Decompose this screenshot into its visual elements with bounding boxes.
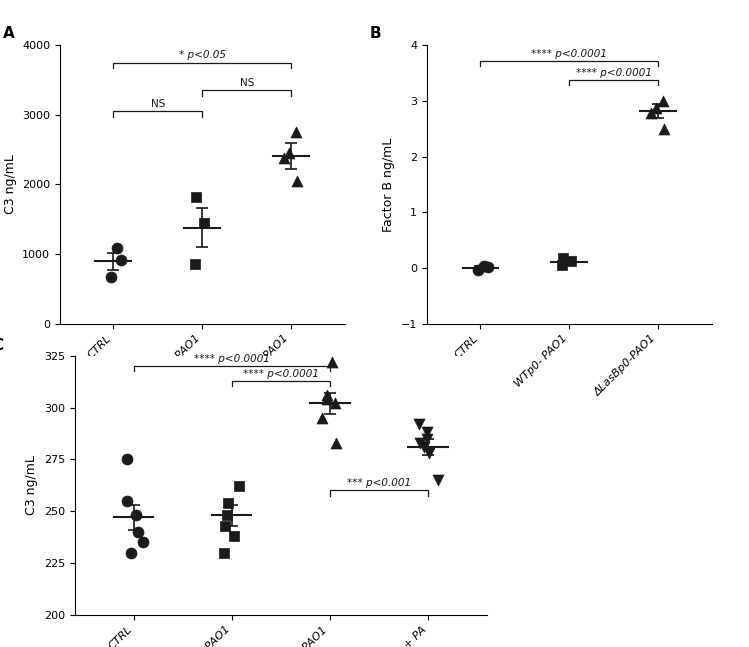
Point <box>121 454 133 465</box>
Point <box>649 102 661 113</box>
Text: * p<0.05: * p<0.05 <box>179 50 225 60</box>
Point <box>125 547 137 558</box>
Point <box>329 399 341 409</box>
Point <box>413 437 425 448</box>
Point <box>136 537 148 547</box>
Point <box>421 433 433 444</box>
Point <box>645 108 657 118</box>
Point <box>479 261 491 271</box>
Point <box>316 413 328 423</box>
Point <box>189 192 201 202</box>
Text: B: B <box>370 26 382 41</box>
Point <box>219 520 231 531</box>
Point <box>115 254 127 265</box>
Point <box>222 498 234 508</box>
Point <box>326 357 338 367</box>
Point <box>422 427 434 437</box>
Point <box>228 531 240 541</box>
Point <box>472 265 484 275</box>
Y-axis label: C3 ng/mL: C3 ng/mL <box>25 455 38 515</box>
Point <box>557 253 568 263</box>
Point <box>189 259 201 269</box>
Text: A: A <box>3 26 15 41</box>
Point <box>321 394 333 404</box>
Point <box>423 448 435 458</box>
Text: **** p<0.0001: **** p<0.0001 <box>531 49 607 59</box>
Y-axis label: C3 ng/mL: C3 ng/mL <box>4 155 16 214</box>
Text: **** p<0.0001: **** p<0.0001 <box>243 369 319 378</box>
Point <box>105 272 117 282</box>
Point <box>218 547 230 558</box>
Point <box>657 96 669 106</box>
Point <box>133 527 145 537</box>
Point <box>418 442 430 452</box>
Text: NS: NS <box>240 78 254 88</box>
Point <box>291 176 303 186</box>
Point <box>565 256 577 267</box>
Point <box>130 510 142 520</box>
Point <box>482 261 494 272</box>
Point <box>121 496 133 506</box>
Point <box>413 419 425 430</box>
Text: C: C <box>0 338 4 353</box>
Text: *** p<0.001: *** p<0.001 <box>347 478 411 488</box>
Text: NS: NS <box>151 99 165 109</box>
Point <box>321 390 333 400</box>
Text: **** p<0.0001: **** p<0.0001 <box>576 67 652 78</box>
Point <box>233 481 245 492</box>
Point <box>658 124 670 134</box>
Point <box>198 217 210 228</box>
Point <box>330 437 342 448</box>
Point <box>282 148 294 159</box>
Text: **** p<0.0001: **** p<0.0001 <box>194 354 270 364</box>
Point <box>221 510 233 520</box>
Y-axis label: Factor B ng/mL: Factor B ng/mL <box>382 137 395 232</box>
Point <box>278 153 290 163</box>
Point <box>112 243 124 253</box>
Point <box>431 475 443 485</box>
Point <box>290 127 302 137</box>
Point <box>557 260 568 270</box>
